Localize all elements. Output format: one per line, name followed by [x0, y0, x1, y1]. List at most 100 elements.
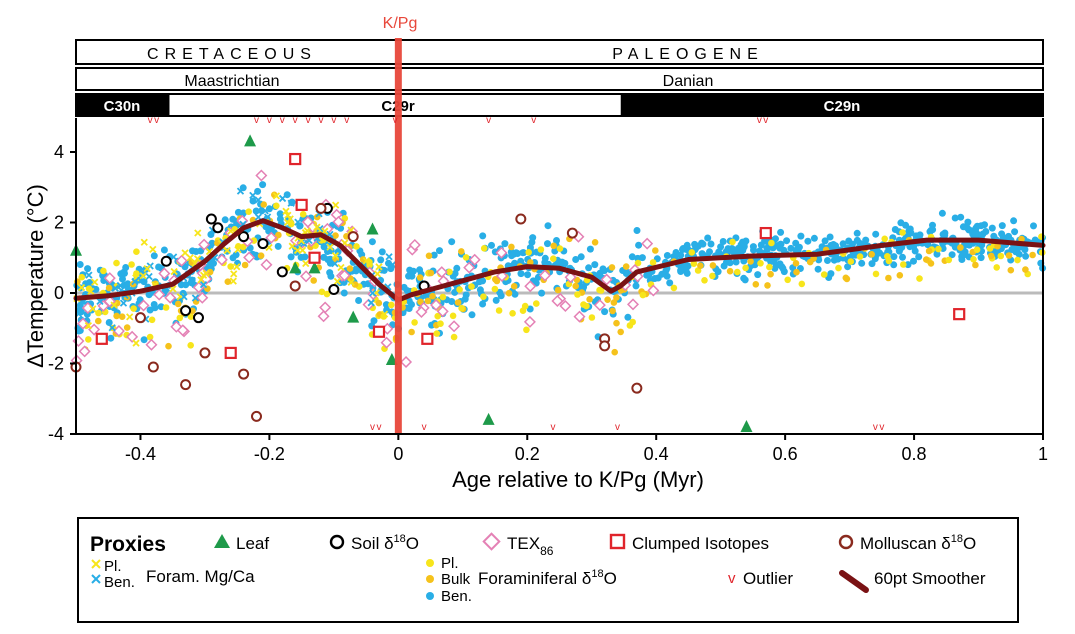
ben-point [776, 240, 784, 248]
pl-point [752, 281, 760, 288]
pl-point [881, 235, 888, 243]
legend-fo-sup: 18 [591, 568, 603, 580]
pl-point [493, 277, 501, 285]
ben-point [938, 209, 946, 217]
mgca-point [202, 269, 210, 277]
tex86-point [243, 251, 256, 264]
pl-point [767, 270, 774, 278]
pl-point [239, 243, 247, 251]
legend-fo-bulk-marker [426, 575, 434, 583]
mgca-point [282, 207, 290, 215]
pl-point [649, 259, 657, 266]
ben-point [973, 222, 981, 230]
mgca-point [191, 294, 200, 302]
clumped-point [95, 332, 108, 345]
pl-point [162, 304, 170, 311]
ben-point [189, 247, 196, 255]
mgca-point [272, 192, 281, 200]
mgca-point [126, 313, 134, 321]
pl-point [187, 313, 195, 321]
ben-point [872, 230, 880, 238]
ben-point [517, 257, 525, 265]
leaf-point [289, 261, 302, 274]
mgca-stroke [85, 271, 93, 279]
ben-point [476, 286, 484, 294]
pl-point [591, 239, 599, 246]
pl-point [609, 307, 616, 315]
ben-point [779, 264, 787, 272]
pl-point [586, 296, 593, 303]
pl-point [299, 211, 307, 218]
outlier-point: v [267, 115, 272, 126]
pl-point [572, 282, 579, 290]
mgca-stroke [180, 293, 188, 301]
pl-point [468, 283, 475, 290]
pl-point [868, 251, 875, 258]
ben-point [352, 267, 360, 275]
ben-point [451, 270, 459, 277]
legend-soil-label: Soil δ18O [351, 533, 419, 553]
pl-point [288, 220, 295, 228]
chron-label-c29n: C29n [824, 98, 861, 115]
mgca-point [385, 253, 393, 261]
pl-point [697, 262, 704, 270]
ben-point [1011, 228, 1019, 236]
pl-point [935, 245, 942, 253]
pl-point [993, 264, 1000, 271]
pl-point [241, 261, 249, 269]
mgca-stroke [288, 242, 296, 250]
legend-mollusc-sup: 18 [951, 533, 963, 545]
ben-point [157, 303, 165, 311]
mgca-point [373, 270, 382, 278]
mollusc-point [180, 379, 192, 391]
mgca-point [362, 257, 371, 265]
ben-point [772, 235, 779, 243]
mgca-stroke [202, 269, 210, 277]
ben-point [488, 241, 495, 249]
legend-fo-label: Foraminiferal δ18O [478, 568, 617, 588]
proxy-markers [70, 134, 966, 432]
pl-point [176, 314, 184, 322]
pl-point [224, 278, 232, 286]
outlier-point: v [280, 115, 285, 126]
pl-point [610, 299, 618, 306]
pl-point [427, 269, 435, 277]
legend-soil-sup: 18 [394, 533, 406, 545]
mgca-stroke [294, 218, 302, 226]
pl-point [884, 252, 891, 260]
plot-area: v v v v v v v v v v v v v v vv v v v v v v [70, 38, 1047, 434]
mgca-point [284, 211, 292, 219]
pl-point [604, 296, 611, 304]
soil-point [328, 283, 340, 295]
pl-point [634, 259, 642, 267]
pl-point [353, 243, 360, 250]
mgca-point [149, 245, 157, 253]
ben-point [501, 240, 509, 248]
pl-point [972, 261, 979, 269]
pl-point [273, 202, 280, 210]
legend-tex-label: TEX86 [507, 534, 554, 558]
ben-point [683, 269, 691, 277]
tex86-point [265, 231, 278, 244]
legend-smoother-marker [839, 570, 869, 593]
tex86-point [319, 301, 332, 314]
pl-point [521, 302, 529, 310]
pl-point [688, 249, 696, 256]
ben-point [754, 271, 762, 279]
outlier-point: v [344, 115, 349, 126]
pl-point [313, 213, 321, 221]
mollusc-point [599, 340, 611, 352]
pl-point [351, 281, 359, 288]
pl-point [842, 274, 850, 282]
leaf-point [482, 412, 495, 425]
pl-point [123, 324, 131, 331]
tex86-point [593, 299, 606, 312]
mgca-stroke [375, 263, 383, 271]
tex86-point [435, 266, 448, 279]
ben-point [628, 253, 636, 261]
pl-point [375, 299, 383, 307]
chron-block-c30n [76, 94, 170, 116]
ben-point [670, 253, 678, 261]
pl-point [439, 293, 447, 301]
ben-point [899, 253, 906, 261]
